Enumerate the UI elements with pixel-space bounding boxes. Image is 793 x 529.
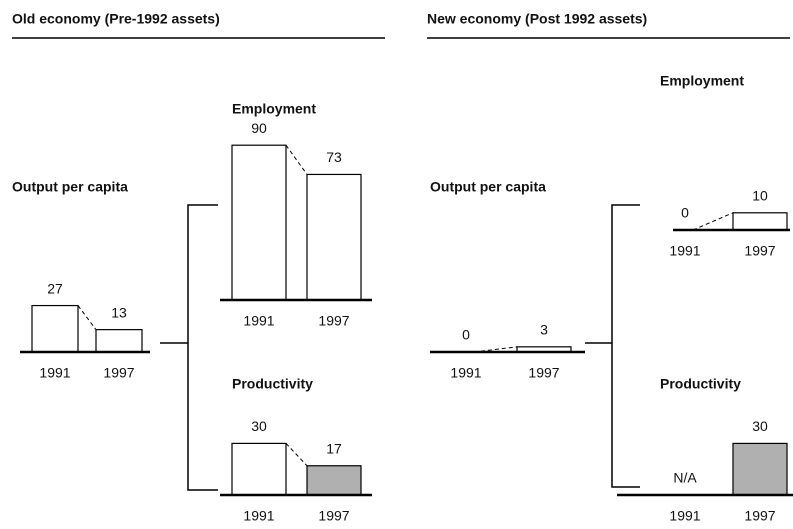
value-label: 3 (540, 322, 548, 338)
bar (732, 212, 788, 231)
x-tick-label: 1997 (318, 313, 349, 329)
chart-title: Employment (232, 101, 316, 117)
bar (231, 144, 287, 301)
x-tick-label: 1997 (744, 243, 775, 259)
chart-title: Output per capita (12, 179, 128, 195)
x-tick-label: 1997 (744, 508, 775, 524)
chart-title: Productivity (232, 376, 313, 392)
bar (31, 304, 79, 353)
value-label: 0 (462, 327, 470, 343)
section-title: New economy (Post 1992 assets) (427, 11, 647, 27)
value-label: N/A (673, 470, 697, 486)
x-tick-label: 1997 (318, 508, 349, 524)
trend-dash (77, 305, 97, 330)
x-tick-label: 1997 (528, 365, 559, 381)
x-tick-label: 1991 (243, 313, 274, 329)
chart-title: Productivity (660, 376, 741, 392)
x-tick-label: 1991 (39, 365, 70, 381)
bar (306, 173, 362, 301)
bar (231, 442, 287, 496)
value-label: 27 (47, 280, 63, 296)
connector (160, 204, 218, 491)
x-tick-label: 1991 (669, 508, 700, 524)
bar (306, 465, 362, 496)
value-label: 13 (111, 304, 127, 320)
trend-dash (692, 212, 734, 231)
value-label: 90 (251, 120, 267, 136)
trend-dash (285, 144, 308, 175)
section-title: Old economy (Pre-1992 assets) (12, 11, 220, 27)
value-label: 30 (752, 418, 768, 434)
connector (585, 204, 640, 488)
value-label: 10 (752, 188, 768, 204)
x-tick-label: 1991 (669, 243, 700, 259)
trend-dash (285, 443, 308, 467)
x-tick-label: 1997 (103, 365, 134, 381)
value-label: 0 (681, 205, 689, 221)
x-tick-label: 1991 (450, 365, 481, 381)
value-label: 30 (251, 418, 267, 434)
chart-title: Employment (660, 73, 744, 89)
x-tick-label: 1991 (243, 508, 274, 524)
value-label: 73 (326, 149, 342, 165)
bar (95, 329, 143, 353)
value-label: 17 (326, 440, 342, 456)
chart-title: Output per capita (430, 179, 546, 195)
bar (732, 442, 788, 496)
